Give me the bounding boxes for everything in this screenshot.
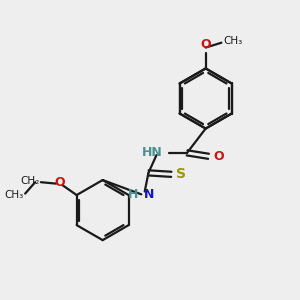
- Text: CH₂: CH₂: [20, 176, 39, 186]
- Text: O: O: [54, 176, 65, 189]
- Text: O: O: [200, 38, 211, 51]
- Text: CH₃: CH₃: [224, 36, 243, 46]
- Text: H: H: [128, 188, 138, 201]
- Text: HN: HN: [142, 146, 163, 159]
- Text: S: S: [176, 167, 186, 181]
- Text: CH₃: CH₃: [4, 190, 24, 200]
- Text: O: O: [214, 150, 224, 163]
- Text: N: N: [144, 188, 154, 201]
